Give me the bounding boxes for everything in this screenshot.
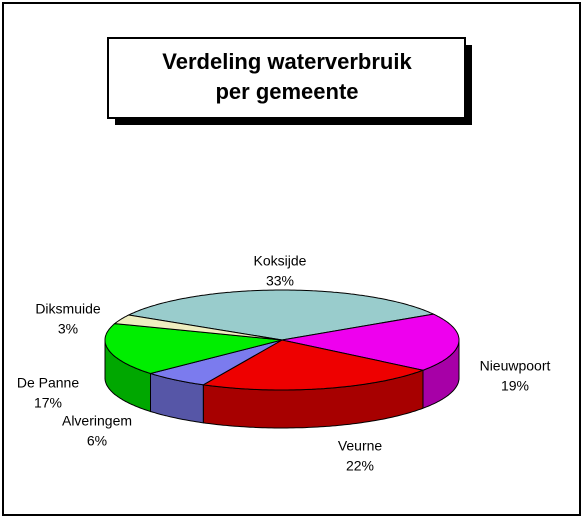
slice-label: Koksijde: [254, 253, 307, 269]
pie-slice: [201, 339, 425, 391]
slice-value-label: 17%: [34, 395, 62, 411]
pie-slice: [113, 314, 283, 341]
pie: [104, 289, 460, 429]
slice-value-label: 6%: [87, 433, 107, 449]
slice-value-label: 22%: [346, 458, 374, 474]
pie-slice: [150, 339, 283, 386]
chart-title: per gemeente: [215, 79, 358, 104]
slice-value-label: 33%: [266, 273, 294, 289]
slice-value-label: 19%: [501, 378, 529, 394]
pie-slice: [281, 313, 460, 371]
slice-label: Diksmuide: [35, 301, 101, 317]
slice-label: De Panne: [17, 375, 79, 391]
slice-label: Veurne: [338, 438, 383, 454]
slice-label: Alveringem: [62, 413, 132, 429]
chart-title: Verdeling waterverbruik: [162, 49, 412, 74]
title-box: [107, 37, 466, 119]
slice-label: Nieuwpoort: [480, 358, 551, 374]
slice-value-label: 3%: [58, 321, 78, 337]
pie-slice: [127, 289, 436, 341]
